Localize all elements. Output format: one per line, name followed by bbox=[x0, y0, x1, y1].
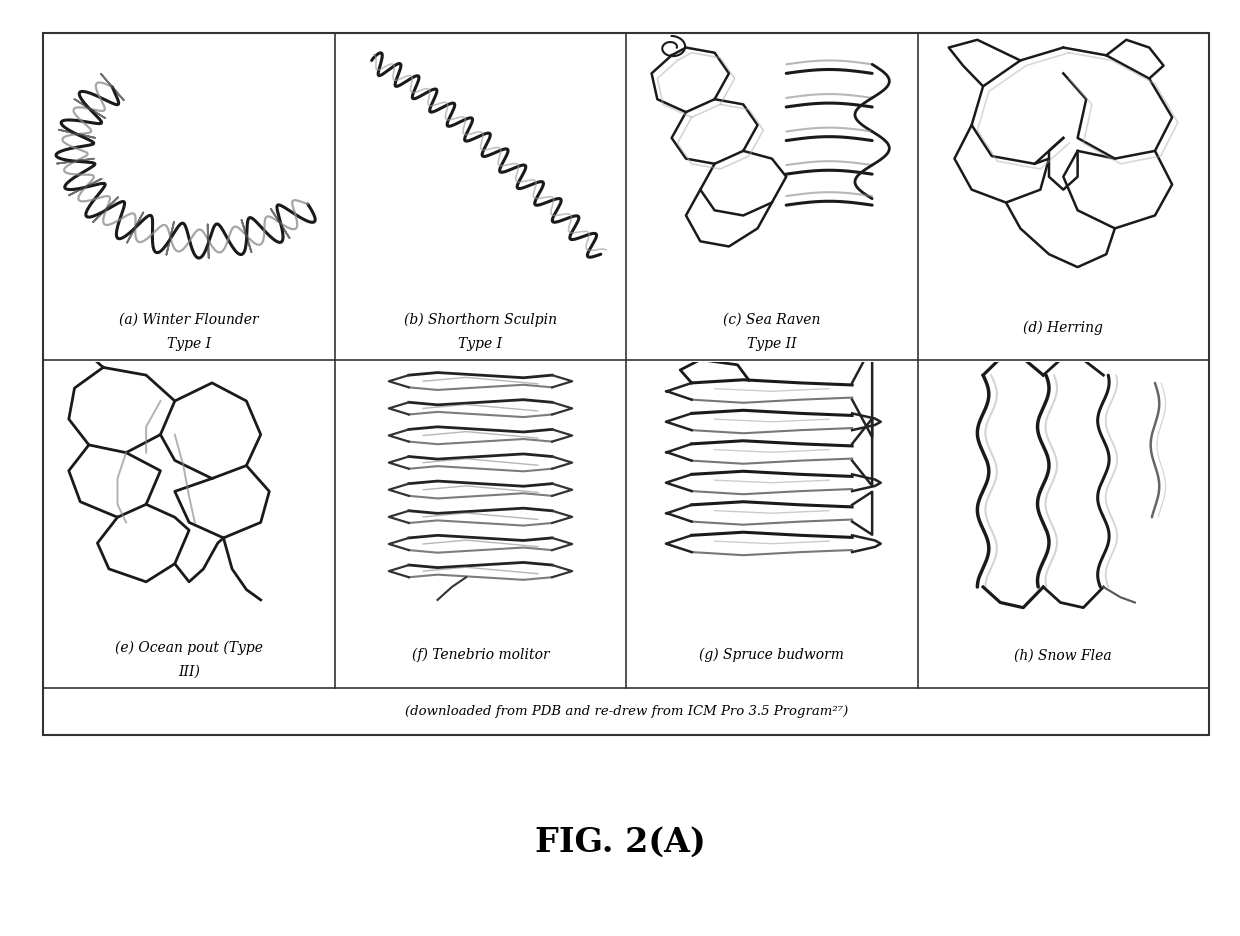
Text: FIG. 2(A): FIG. 2(A) bbox=[534, 826, 706, 859]
Text: (a) Winter Flounder: (a) Winter Flounder bbox=[119, 314, 259, 327]
Text: Type I: Type I bbox=[459, 338, 502, 351]
Text: (g) Spruce budworm: (g) Spruce budworm bbox=[699, 648, 844, 663]
Text: Type II: Type II bbox=[746, 338, 797, 351]
Text: (h) Snow Flea: (h) Snow Flea bbox=[1014, 649, 1112, 662]
Text: (c) Sea Raven: (c) Sea Raven bbox=[723, 314, 821, 327]
Text: (downloaded from PDB and re-drew from ICM Pro 3.5 Program²⁷): (downloaded from PDB and re-drew from IC… bbox=[404, 705, 848, 718]
Text: III): III) bbox=[179, 665, 200, 679]
Text: Type I: Type I bbox=[167, 338, 211, 351]
Text: (b) Shorthorn Sculpin: (b) Shorthorn Sculpin bbox=[404, 313, 557, 328]
Text: (d) Herring: (d) Herring bbox=[1023, 320, 1104, 335]
Text: (e) Ocean pout (Type: (e) Ocean pout (Type bbox=[115, 640, 263, 655]
Text: (f) Tenebrio molitor: (f) Tenebrio molitor bbox=[412, 648, 549, 663]
